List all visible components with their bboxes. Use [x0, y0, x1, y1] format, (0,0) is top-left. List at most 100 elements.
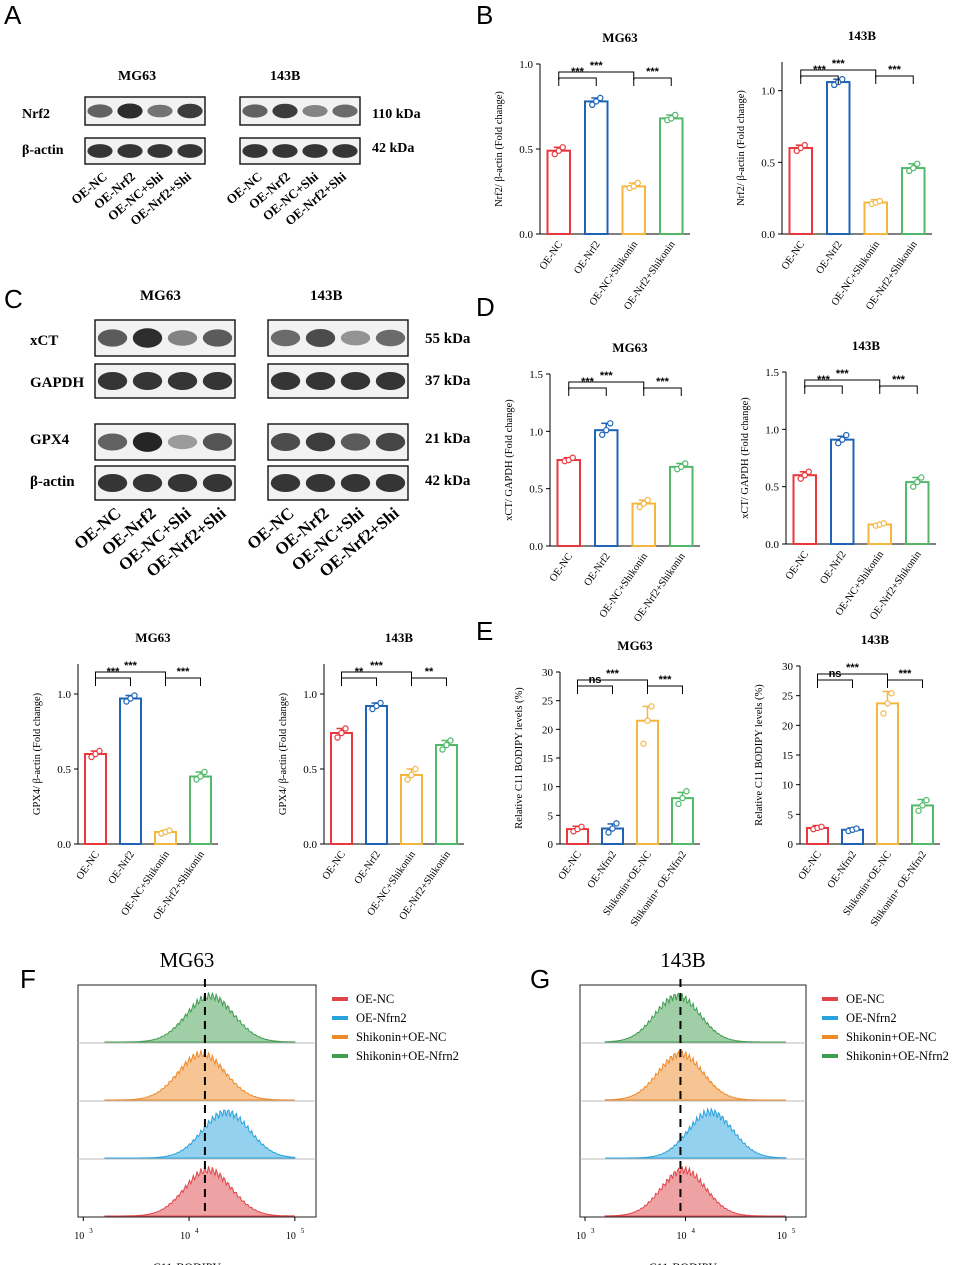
x-tick-label: 10 — [576, 1231, 586, 1242]
data-point — [166, 827, 173, 834]
y-tick-label: 10 — [782, 780, 794, 792]
legend-swatch — [332, 1016, 348, 1020]
data-point — [377, 699, 384, 707]
blot-band — [340, 473, 371, 493]
y-axis-label: xCT/ GAPDH (Fold change) — [740, 397, 751, 519]
data-point — [914, 478, 921, 486]
data-point — [636, 503, 643, 511]
blot-c-size-21: 21 kDa — [425, 431, 471, 447]
y-tick-label: 0.5 — [57, 764, 71, 776]
data-point — [853, 825, 860, 832]
y-tick-label: 1.0 — [57, 689, 71, 701]
flow-x-label: C11-BODIPY — [153, 1260, 222, 1265]
data-point — [640, 740, 647, 747]
category-label: OE-NC — [75, 849, 102, 882]
flow-panel-G: 143B 10 3 10 4 10 5 C11-BODIPY OE-NC OE-Nfrn2 Shik… — [576, 948, 949, 1265]
data-point — [412, 765, 419, 773]
category-label: OE-Nrf2 — [582, 551, 612, 588]
y-tick-label: 1.0 — [529, 426, 543, 438]
data-point — [640, 500, 647, 507]
legend-label: Shikonin+OE-Nfrn2 — [846, 1049, 949, 1063]
data-point — [644, 496, 651, 504]
significance-bracket — [643, 387, 682, 396]
blot-band — [270, 433, 301, 451]
chart-title: 143B — [848, 28, 877, 43]
data-point — [914, 160, 921, 167]
y-axis-label: Relative C11 BODIPY levels (%) — [754, 684, 765, 826]
bar-chart-B2: 143B 0.0 0.5 1.0 Nrf2/ β-actin (Fold change)… — [736, 28, 932, 312]
bar-chart-E1: MG63 0 5 10 15 20 25 30 Relative C11 BODIPY leve… — [514, 638, 700, 929]
data-point — [839, 436, 846, 443]
bar-chart-C2: 143B 0.0 0.5 1.0 GPX4/ β-actin (Fold change)… — [278, 630, 464, 922]
data-point — [342, 725, 349, 732]
data-point — [678, 463, 685, 471]
significance-bracket — [411, 677, 447, 686]
significance-label: *** — [124, 660, 138, 672]
significance-label: *** — [606, 668, 620, 680]
significance-bracket — [817, 679, 853, 688]
blot-c-mg63-bactin — [94, 465, 236, 501]
panel-letter-f: F — [20, 964, 36, 994]
blot-band — [87, 144, 113, 158]
blot-band — [147, 144, 173, 158]
bar-3 — [671, 797, 694, 846]
blot-band — [340, 330, 371, 346]
bar-0 — [556, 459, 581, 547]
blot-band — [97, 433, 128, 451]
bar-chart-D2: 143B 0.0 0.5 1.0 1.5 xCT/ GAPDH (Fold change)… — [740, 338, 936, 622]
chart-title: 143B — [852, 338, 881, 353]
blot-band — [305, 329, 336, 347]
blot-band — [147, 104, 173, 118]
data-point — [559, 144, 566, 151]
significance-bracket — [577, 679, 648, 688]
blot-c-143b-gpx4 — [267, 423, 409, 461]
blot-c-143b-bactin — [267, 465, 409, 501]
x-tick-exponent: 3 — [591, 1227, 595, 1235]
y-tick-label: 0.5 — [765, 482, 779, 494]
blot-a-143b-bactin — [239, 137, 361, 165]
bar-0 — [792, 474, 817, 546]
legend-label: Shikonin+OE-Nfrn2 — [356, 1049, 459, 1063]
significance-label: *** — [590, 60, 604, 72]
bar-0 — [546, 149, 571, 235]
blot-band — [202, 329, 233, 347]
data-point — [923, 796, 930, 804]
significance-bracket — [879, 385, 918, 394]
x-tick-label: 10 — [180, 1231, 190, 1242]
blot-c-cell-mg63: MG63 — [140, 288, 181, 304]
data-point — [609, 825, 616, 832]
data-point — [835, 439, 842, 447]
bar-2 — [631, 502, 656, 547]
bar-chart-E2: 143B 0 5 10 15 20 25 30 Relative C11 BODIPY leve… — [754, 632, 940, 929]
bar-1 — [365, 705, 388, 845]
category-label: OE-NC — [321, 849, 348, 882]
data-point — [634, 179, 641, 187]
category-label: OE-Nfrn2 — [826, 849, 859, 890]
y-tick-label: 30 — [782, 661, 794, 673]
histogram-3 — [104, 1166, 295, 1217]
blot-band — [375, 329, 406, 347]
data-point — [683, 788, 690, 795]
x-tick-exponent: 4 — [691, 1227, 695, 1235]
y-tick-label: 0.0 — [519, 229, 533, 241]
y-tick-label: 5 — [788, 809, 794, 821]
histogram-3 — [604, 1165, 786, 1217]
histogram-0 — [604, 992, 786, 1043]
data-point — [96, 747, 103, 755]
category-label: OE-Nfrn2 — [586, 849, 619, 890]
blot-a-size-110: 110 kDa — [372, 107, 421, 122]
panel-a-western-blot: MG63 143B Nrf2 β-actin 110 kDa 42 kDa OE… — [22, 69, 421, 228]
blot-c-protein-gapdh: GAPDH — [30, 375, 84, 391]
data-point — [603, 426, 610, 434]
significance-bracket — [341, 677, 377, 686]
y-tick-label: 15 — [782, 750, 794, 762]
data-point — [648, 703, 655, 710]
data-point — [201, 768, 208, 776]
panel-c-western-blot: MG63 143B xCT GAPDH GPX4 β-actin 55 kDa … — [30, 288, 471, 581]
bar-2 — [400, 774, 423, 845]
significance-bracket — [800, 69, 877, 78]
blot-band — [97, 473, 128, 493]
blot-band — [167, 330, 198, 346]
y-tick-label: 30 — [542, 667, 554, 679]
y-tick-label: 1.0 — [765, 424, 779, 436]
